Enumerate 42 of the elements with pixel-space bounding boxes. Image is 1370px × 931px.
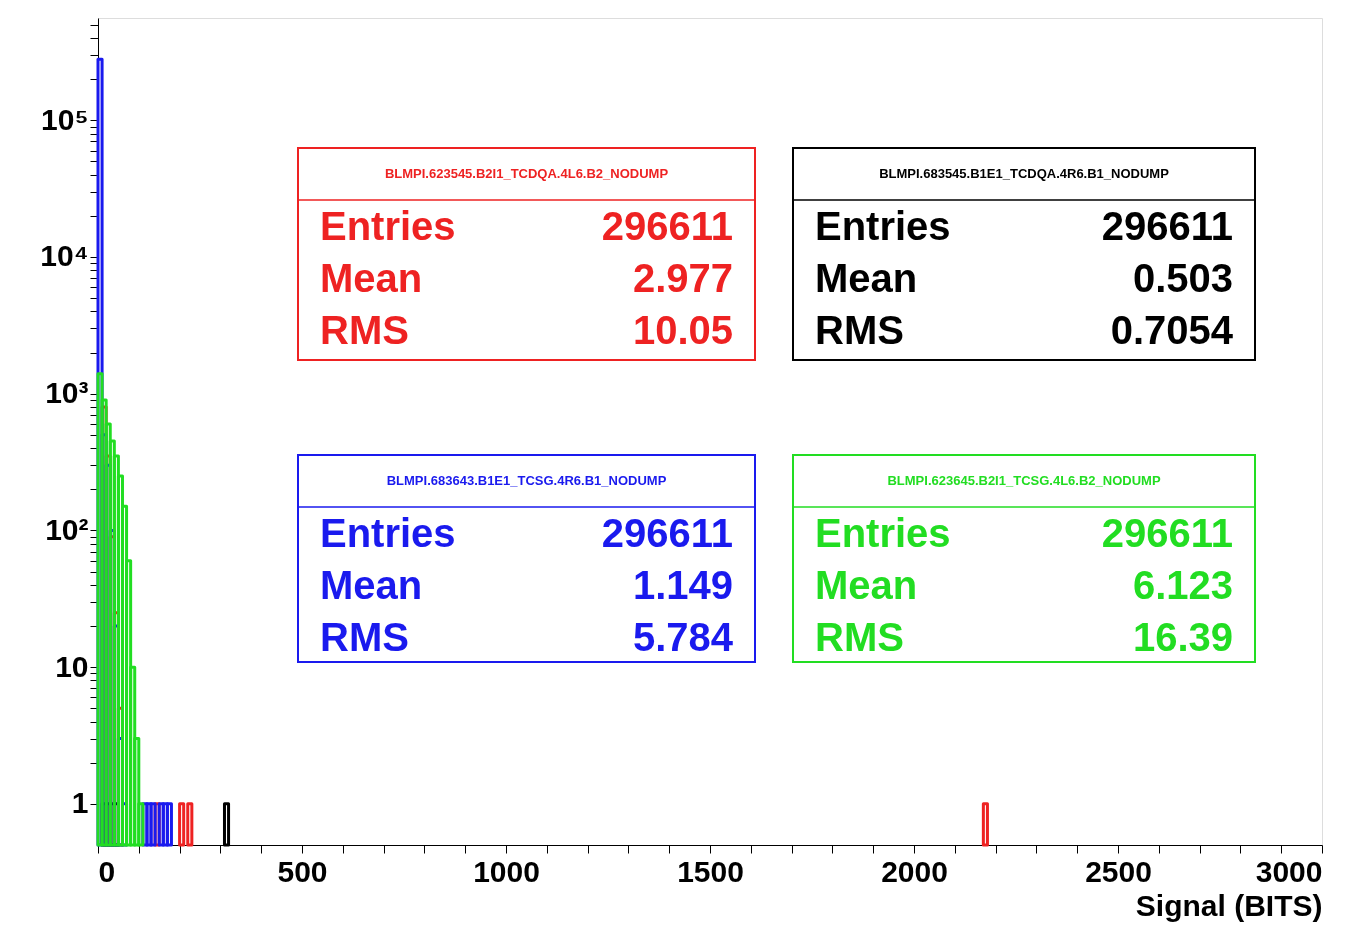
- annotation: Mean: [815, 256, 918, 300]
- x-tick-label: 0: [98, 854, 116, 888]
- text: BLMPI.623545.B2I1_TCDQA.4L6.B2_NODUMP: [384, 166, 669, 181]
- annotation: Mean: [320, 256, 423, 300]
- x-axis-title: Signal (BITS): [1135, 888, 1323, 922]
- x-tick-label: 2500: [1085, 854, 1152, 888]
- x-tick-label: 3000: [1255, 854, 1323, 888]
- annotation: Entries: [320, 511, 456, 555]
- y-tick-label: 10⁴: [40, 239, 89, 273]
- y-tick-label: 10²: [45, 512, 89, 546]
- text: BLMPI.623645.B2I1_TCSG.4L6.B2_NODUMP: [887, 473, 1161, 488]
- annotation: RMS: [320, 308, 409, 352]
- text: BLMPI.683643.B1E1_TCSG.4R6.B1_NODUMP: [386, 473, 667, 488]
- annotation: 10.05: [632, 308, 733, 352]
- annotation: 296611: [1101, 204, 1233, 248]
- x-tick-label: 1500: [677, 854, 744, 888]
- annotation: RMS: [815, 615, 904, 659]
- y-tick-label: 10: [55, 649, 89, 683]
- annotation: Mean: [815, 563, 918, 607]
- annotation: 5.784: [632, 615, 734, 659]
- x-tick-label: 1000: [473, 854, 540, 888]
- annotation: 296611: [601, 204, 733, 248]
- text: BLMPI.683545.B1E1_TCDQA.4R6.B1_NODUMP: [879, 166, 1170, 181]
- annotation: 0.7054: [1110, 308, 1234, 352]
- annotation: RMS: [815, 308, 904, 352]
- annotation: RMS: [320, 615, 409, 659]
- annotation: Entries: [815, 204, 951, 248]
- annotation: Entries: [815, 511, 951, 555]
- annotation: 16.39: [1132, 615, 1233, 659]
- annotation: 296611: [1101, 511, 1233, 555]
- annotation: 296611: [601, 511, 733, 555]
- annotation: 6.123: [1132, 563, 1233, 607]
- annotation: 1.149: [632, 563, 733, 607]
- y-tick-label: 10⁵: [41, 102, 89, 136]
- annotation: 0.503: [1132, 256, 1233, 300]
- y-tick-label: 1: [71, 786, 89, 820]
- x-tick-label: 2000: [881, 854, 948, 888]
- annotation: Entries: [320, 204, 456, 248]
- x-tick-label: 500: [277, 854, 328, 888]
- annotation: 2.977: [632, 256, 733, 300]
- annotation: Mean: [320, 563, 423, 607]
- y-tick-label: 10³: [45, 376, 89, 410]
